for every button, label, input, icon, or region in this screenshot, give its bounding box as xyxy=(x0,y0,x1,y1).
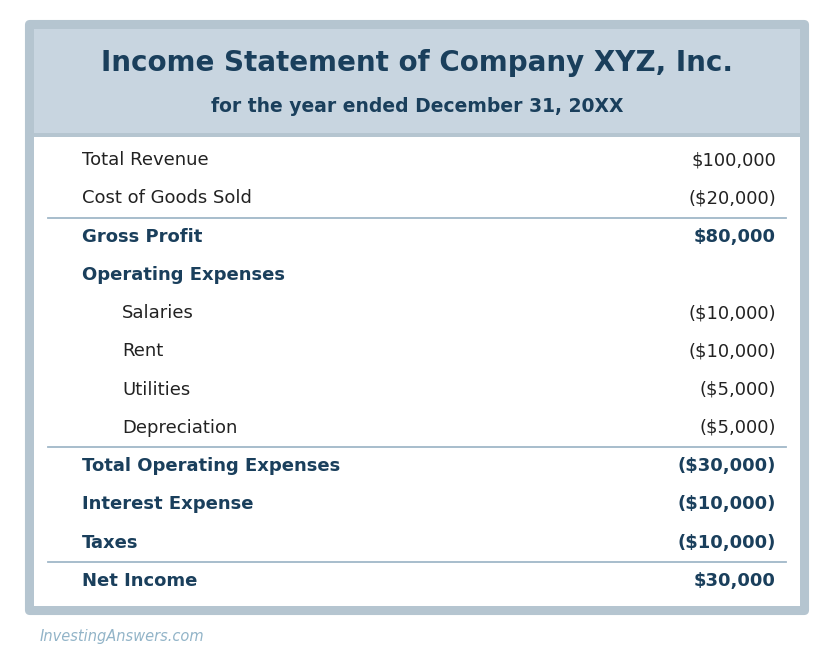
Text: Cost of Goods Sold: Cost of Goods Sold xyxy=(82,190,252,207)
Text: for the year ended December 31, 20XX: for the year ended December 31, 20XX xyxy=(211,96,623,116)
Text: ($10,000): ($10,000) xyxy=(677,495,776,513)
Text: Operating Expenses: Operating Expenses xyxy=(82,266,285,284)
Text: InvestingAnswers.com: InvestingAnswers.com xyxy=(40,630,204,644)
Text: Net Income: Net Income xyxy=(82,572,198,590)
Text: ($5,000): ($5,000) xyxy=(700,380,776,398)
Text: $80,000: $80,000 xyxy=(694,227,776,245)
Text: ($5,000): ($5,000) xyxy=(700,419,776,437)
Text: Taxes: Taxes xyxy=(82,533,138,552)
Text: Income Statement of Company XYZ, Inc.: Income Statement of Company XYZ, Inc. xyxy=(101,49,733,76)
Text: Depreciation: Depreciation xyxy=(122,419,238,437)
Bar xyxy=(34,137,800,606)
Text: ($10,000): ($10,000) xyxy=(688,342,776,360)
Text: $100,000: $100,000 xyxy=(691,151,776,169)
Text: ($20,000): ($20,000) xyxy=(688,190,776,207)
Text: ($10,000): ($10,000) xyxy=(688,304,776,322)
Bar xyxy=(34,29,800,133)
Text: ($10,000): ($10,000) xyxy=(677,533,776,552)
Text: Interest Expense: Interest Expense xyxy=(82,495,254,513)
Text: Gross Profit: Gross Profit xyxy=(82,227,203,245)
Text: Total Revenue: Total Revenue xyxy=(82,151,208,169)
Text: Total Operating Expenses: Total Operating Expenses xyxy=(82,457,340,475)
Text: Utilities: Utilities xyxy=(122,380,190,398)
Text: Salaries: Salaries xyxy=(122,304,193,322)
Text: Rent: Rent xyxy=(122,342,163,360)
Text: $30,000: $30,000 xyxy=(694,572,776,590)
FancyBboxPatch shape xyxy=(26,21,808,614)
Text: ($30,000): ($30,000) xyxy=(677,457,776,475)
